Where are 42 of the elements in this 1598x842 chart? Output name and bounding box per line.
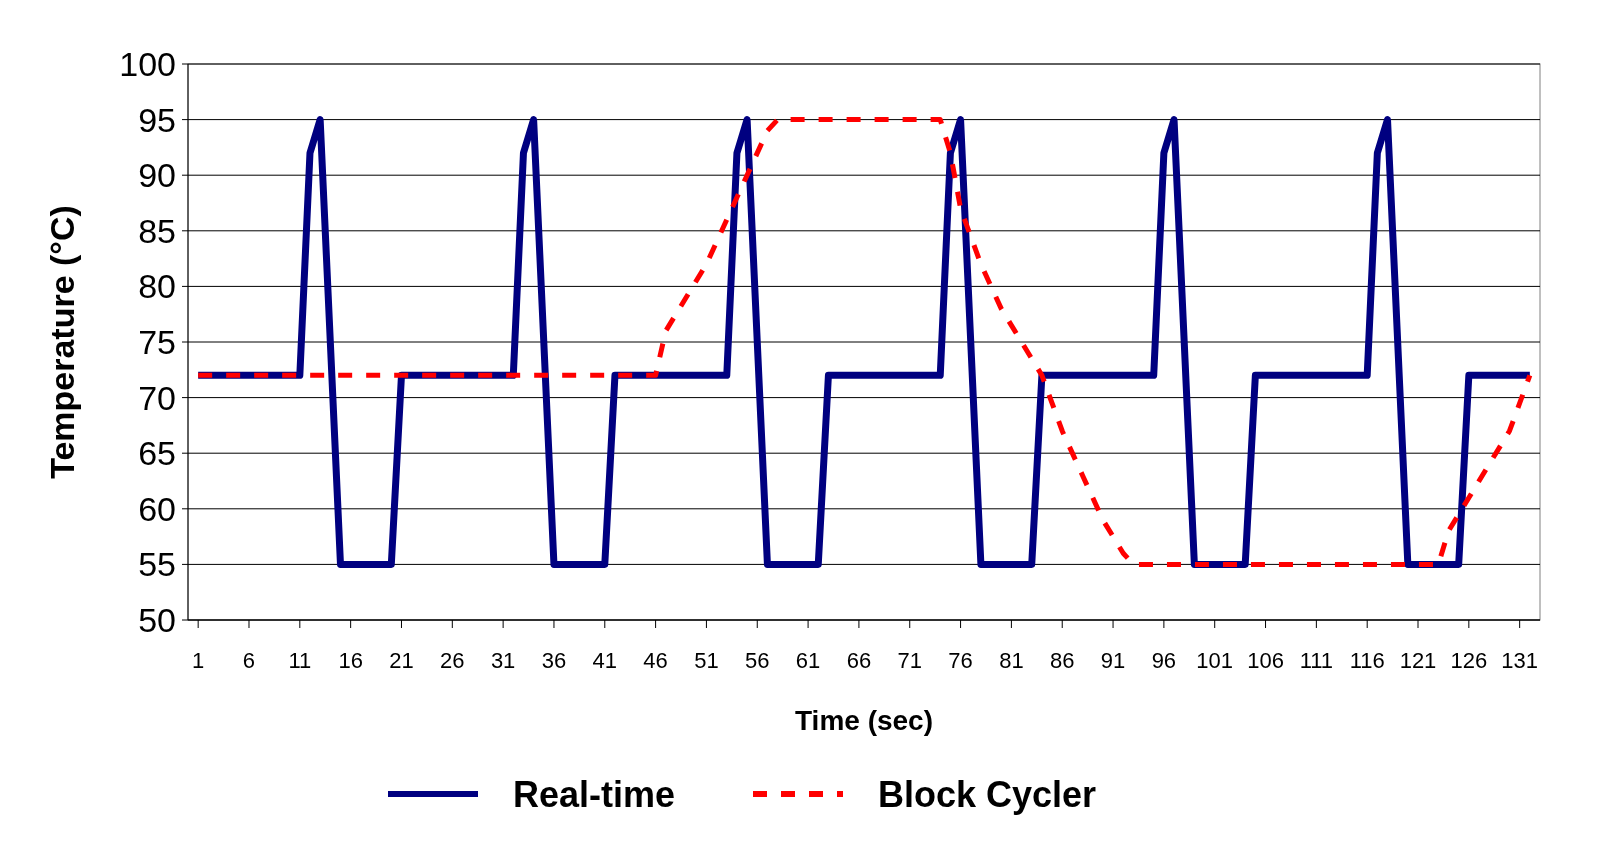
x-tick-label: 126 — [1450, 648, 1488, 673]
y-tick-label: 85 — [138, 211, 176, 250]
x-tick-label: 36 — [541, 648, 567, 673]
y-tick-label: 95 — [138, 100, 176, 139]
x-tick-label: 31 — [490, 648, 516, 673]
x-tick-label: 56 — [745, 648, 770, 673]
x-tick-label: 61 — [795, 648, 821, 673]
x-tick-label: 41 — [592, 648, 618, 673]
x-tick-label: 71 — [897, 648, 922, 673]
x-tick-label: 11 — [288, 648, 312, 673]
y-tick-label: 65 — [138, 434, 176, 473]
x-tick-label: 6 — [242, 648, 256, 673]
x-tick-label: 86 — [1049, 648, 1075, 673]
legend-label: Real-time — [513, 773, 676, 815]
y-tick-label: 100 — [119, 44, 176, 83]
x-axis-title: Time (sec) — [795, 705, 933, 736]
x-tick-label: 106 — [1247, 648, 1284, 673]
x-tick-label: 21 — [389, 648, 414, 673]
x-tick-label: 96 — [1151, 648, 1177, 673]
y-tick-label: 75 — [138, 322, 176, 361]
x-tick-label: 76 — [948, 648, 973, 673]
x-tick-label: 131 — [1501, 648, 1539, 673]
x-tick-label: 91 — [1100, 648, 1126, 673]
x-tick-label: 26 — [440, 648, 465, 673]
x-tick-label: 81 — [999, 648, 1024, 673]
y-tick-label: 90 — [138, 156, 176, 195]
x-tick-label: 16 — [338, 648, 363, 673]
y-tick-label: 80 — [138, 267, 176, 306]
legend-label: Block Cycler — [878, 773, 1097, 815]
x-tick-label: 121 — [1399, 648, 1437, 673]
y-tick-label: 70 — [138, 378, 176, 417]
x-tick-label: 46 — [643, 648, 668, 673]
x-tick-label: 116 — [1349, 648, 1385, 673]
x-tick-label: 66 — [846, 648, 872, 673]
x-tick-label: 51 — [694, 648, 719, 673]
y-axis-title: Temperature (°C) — [43, 205, 81, 479]
y-tick-label: 60 — [138, 489, 176, 528]
x-tick-label: 101 — [1196, 648, 1234, 673]
x-tick-label: 1 — [192, 648, 205, 673]
y-tick-label: 50 — [138, 600, 176, 639]
y-tick-label: 55 — [138, 545, 176, 584]
x-tick-label: 111 — [1299, 648, 1334, 673]
